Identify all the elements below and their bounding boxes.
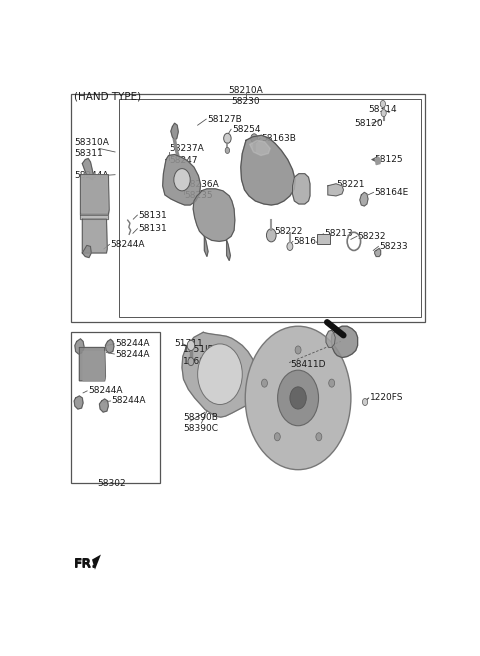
Circle shape [266,229,276,242]
Text: (HAND TYPE): (HAND TYPE) [74,91,141,101]
Circle shape [198,344,242,405]
Polygon shape [92,554,101,569]
Text: 58254: 58254 [232,125,260,134]
Circle shape [287,242,293,251]
Text: 58244A: 58244A [111,396,146,405]
Polygon shape [182,333,259,417]
Polygon shape [83,352,105,380]
Text: 58222: 58222 [275,227,303,236]
Text: 58302: 58302 [97,480,126,488]
Text: 58131: 58131 [138,224,167,234]
Text: 58213: 58213 [324,230,353,238]
Polygon shape [106,339,114,353]
Circle shape [275,433,280,441]
Polygon shape [332,326,358,358]
Text: 58236A
58235: 58236A 58235 [185,180,219,200]
Polygon shape [83,159,94,180]
Circle shape [251,134,258,143]
Polygon shape [81,174,109,215]
Circle shape [316,433,322,441]
Text: FR.: FR. [74,558,97,571]
Text: 58125: 58125 [374,155,403,164]
Polygon shape [99,399,108,412]
Polygon shape [204,236,208,256]
Polygon shape [83,219,107,253]
Text: 58163B: 58163B [261,134,296,143]
Text: 58244A: 58244A [88,386,122,396]
Polygon shape [328,184,344,196]
Circle shape [224,133,231,144]
Circle shape [290,387,306,409]
Text: 58127B: 58127B [207,115,242,123]
Text: 58244A: 58244A [110,240,145,249]
Text: 58314: 58314 [369,104,397,113]
Text: 58411D: 58411D [290,359,325,369]
Text: 58390B
58390C: 58390B 58390C [183,413,218,433]
Text: 58310A
58311: 58310A 58311 [74,138,109,159]
Polygon shape [193,189,235,241]
Circle shape [225,148,229,154]
Polygon shape [250,140,270,155]
Text: 58233: 58233 [379,242,408,251]
Circle shape [329,379,335,387]
Polygon shape [292,174,310,204]
Text: 58244A: 58244A [115,350,150,359]
Text: 58164E: 58164E [374,188,408,197]
Polygon shape [79,348,106,380]
Bar [119,99,421,317]
Polygon shape [74,396,83,409]
Circle shape [262,379,267,387]
Circle shape [245,326,351,470]
Circle shape [174,169,190,191]
Bar [71,333,160,483]
Polygon shape [83,245,91,258]
Text: 58164E: 58164E [294,237,328,246]
Polygon shape [227,240,230,260]
Text: 58131: 58131 [138,211,167,220]
Circle shape [381,110,386,117]
Polygon shape [81,215,108,219]
Text: 58237A
58247: 58237A 58247 [170,144,204,165]
Polygon shape [375,249,381,256]
Polygon shape [375,157,381,165]
Text: 58232: 58232 [358,232,386,241]
Polygon shape [171,123,178,140]
Text: 58210A
58230: 58210A 58230 [228,87,264,106]
Text: 58244A: 58244A [74,171,108,180]
Text: 58120: 58120 [354,119,383,128]
Polygon shape [360,192,368,206]
Text: 58221: 58221 [336,180,364,190]
Text: 1220FS: 1220FS [370,394,403,402]
Polygon shape [75,339,84,354]
Bar [71,94,424,322]
Polygon shape [241,135,295,205]
Circle shape [362,398,368,405]
Polygon shape [163,155,201,205]
Circle shape [187,340,195,350]
Polygon shape [82,176,108,213]
Text: FR.: FR. [74,557,97,570]
Circle shape [188,358,194,365]
Text: 58244A: 58244A [115,339,150,348]
Circle shape [277,370,319,426]
Bar [317,234,330,245]
Text: 1351JD
1360JD: 1351JD 1360JD [183,346,215,365]
Circle shape [380,100,385,108]
Polygon shape [326,330,335,348]
Circle shape [295,346,301,354]
Text: 51711: 51711 [174,339,203,348]
